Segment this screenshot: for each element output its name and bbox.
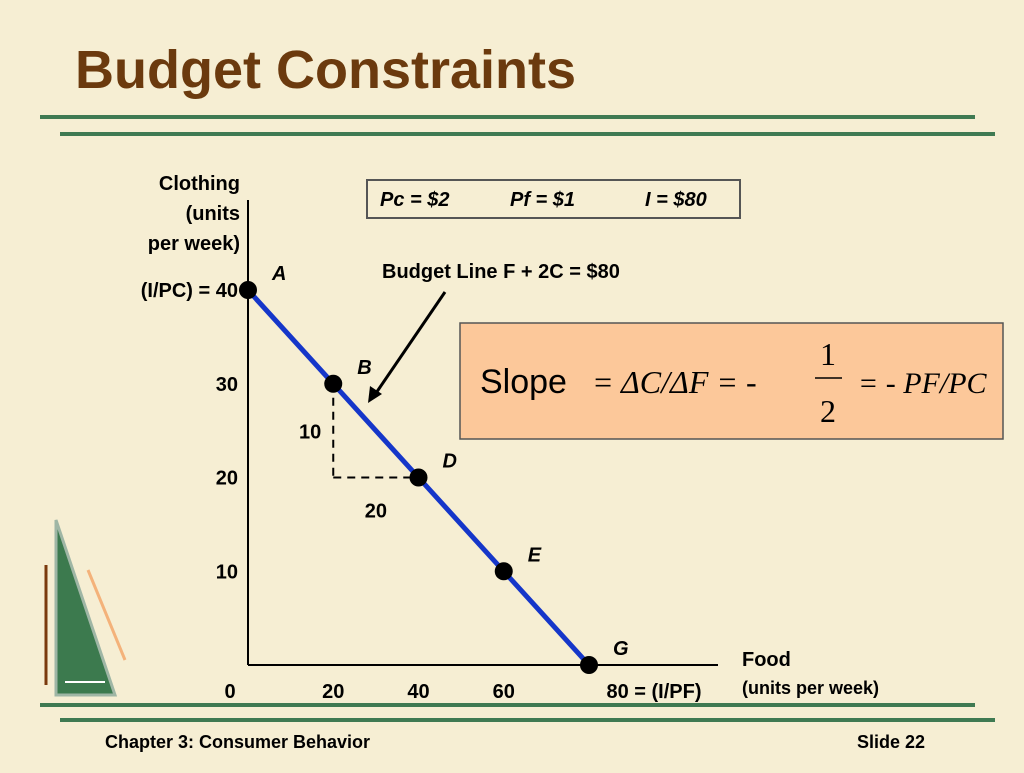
y-tick-label: (I/PC) = 40	[141, 280, 238, 302]
point	[580, 656, 598, 674]
slope-denominator: 2	[820, 393, 836, 429]
point	[494, 562, 513, 581]
price: I = $80	[645, 189, 707, 211]
point	[409, 468, 428, 487]
x-tick-label: 20	[322, 681, 344, 703]
point-label: E	[528, 544, 542, 566]
run-label: 20	[365, 501, 387, 523]
point-label: D	[443, 451, 457, 473]
y-axis-label: per week)	[148, 233, 240, 255]
rise-label: 10	[299, 422, 321, 444]
x-axis-label: Food	[742, 649, 791, 671]
arrow-head	[368, 386, 382, 403]
price-box	[366, 179, 741, 219]
x-tick-label: 40	[407, 681, 429, 703]
point-label: A	[271, 263, 286, 285]
slide-title: Budget Constraints	[75, 40, 576, 100]
slope-rhs: = - PF/PC	[858, 367, 988, 400]
slope-box	[459, 322, 1004, 440]
point-label: B	[357, 357, 371, 379]
point	[239, 281, 257, 299]
footer-chapter: Chapter 3: Consumer Behavior	[105, 732, 370, 752]
slope-label: Slope	[480, 363, 567, 401]
y-tick-label: 10	[216, 561, 238, 583]
x-tick-label: 60	[493, 681, 515, 703]
y-tick-label: 30	[216, 374, 238, 396]
price: Pc = $2	[380, 189, 450, 211]
budget-line-label: Budget Line F + 2C = $80	[382, 261, 620, 283]
x-axis-label: (units per week)	[742, 678, 879, 698]
point-label: G	[613, 638, 629, 660]
point	[324, 374, 343, 393]
x-tick-label: 80 = (I/PF)	[606, 681, 701, 703]
slope-numerator: 1	[820, 336, 836, 372]
y-tick-label: 20	[216, 468, 238, 490]
price: Pf = $1	[510, 189, 575, 211]
decoration	[86, 569, 127, 661]
y-axis-label: Clothing	[159, 173, 240, 195]
x-tick-label: 0	[224, 681, 235, 703]
footer-slide: Slide 22	[857, 732, 925, 752]
arrow	[372, 291, 447, 397]
y-axis-label: (units	[186, 203, 240, 225]
slope-expr: = ΔC/ΔF = -	[592, 364, 757, 400]
decoration	[54, 519, 118, 697]
